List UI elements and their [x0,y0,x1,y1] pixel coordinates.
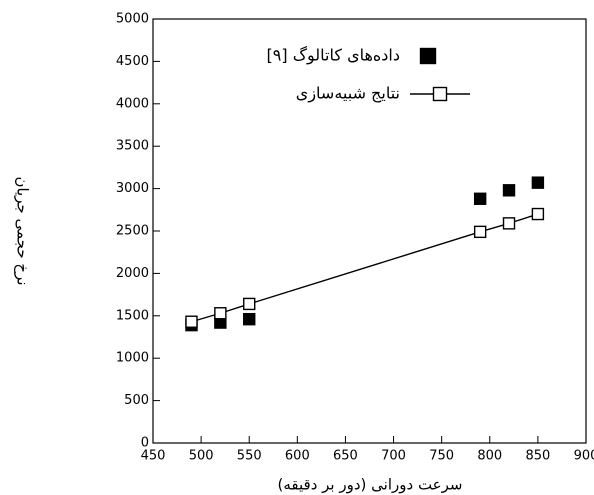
x-tick-label: 500 [189,449,214,464]
legend-label: نتایج شبیه‌سازی [296,84,400,104]
open-square-marker [214,307,227,320]
x-tick-label: 800 [477,449,502,464]
filled-square-marker [502,184,516,197]
y-axis-label: نرخ حجمی جریان [14,176,32,285]
y-tick-label: 4500 [116,54,149,69]
y-tick-label: 4000 [116,96,149,111]
x-tick-label: 600 [285,449,310,464]
filled-square-marker [473,192,487,205]
x-tick-label: 550 [237,449,262,464]
x-tick-label: 750 [429,449,454,464]
x-axis-label: سرعت دورانی (دور بر دقیقه) [278,476,463,494]
filled-square-marker [419,47,437,65]
open-square-marker [185,315,198,328]
open-square-marker [502,217,516,230]
open-square-marker [432,86,448,102]
open-square-marker [243,297,256,311]
filled-square-marker [243,312,256,326]
y-tick-label: 0 [141,436,149,451]
y-tick-label: 3000 [116,181,149,196]
x-tick-label: 850 [525,449,550,464]
legend-label: داده‌های کاتالوگ [۹] [267,46,400,66]
x-tick-label: 700 [381,449,406,464]
y-tick-label: 2000 [116,266,149,281]
open-square-marker [473,225,487,239]
y-tick-label: 3500 [116,139,149,154]
x-tick-label: 650 [333,449,358,464]
filled-square-marker [531,176,545,189]
y-tick-label: 1000 [116,351,149,366]
y-tick-label: 2500 [116,224,149,239]
y-tick-label: 500 [124,393,149,408]
x-tick-label: 900 [574,449,594,464]
y-tick-label: 5000 [116,12,149,27]
y-tick-label: 1500 [116,308,149,323]
x-tick-label: 450 [141,449,166,464]
open-square-marker [531,207,545,221]
